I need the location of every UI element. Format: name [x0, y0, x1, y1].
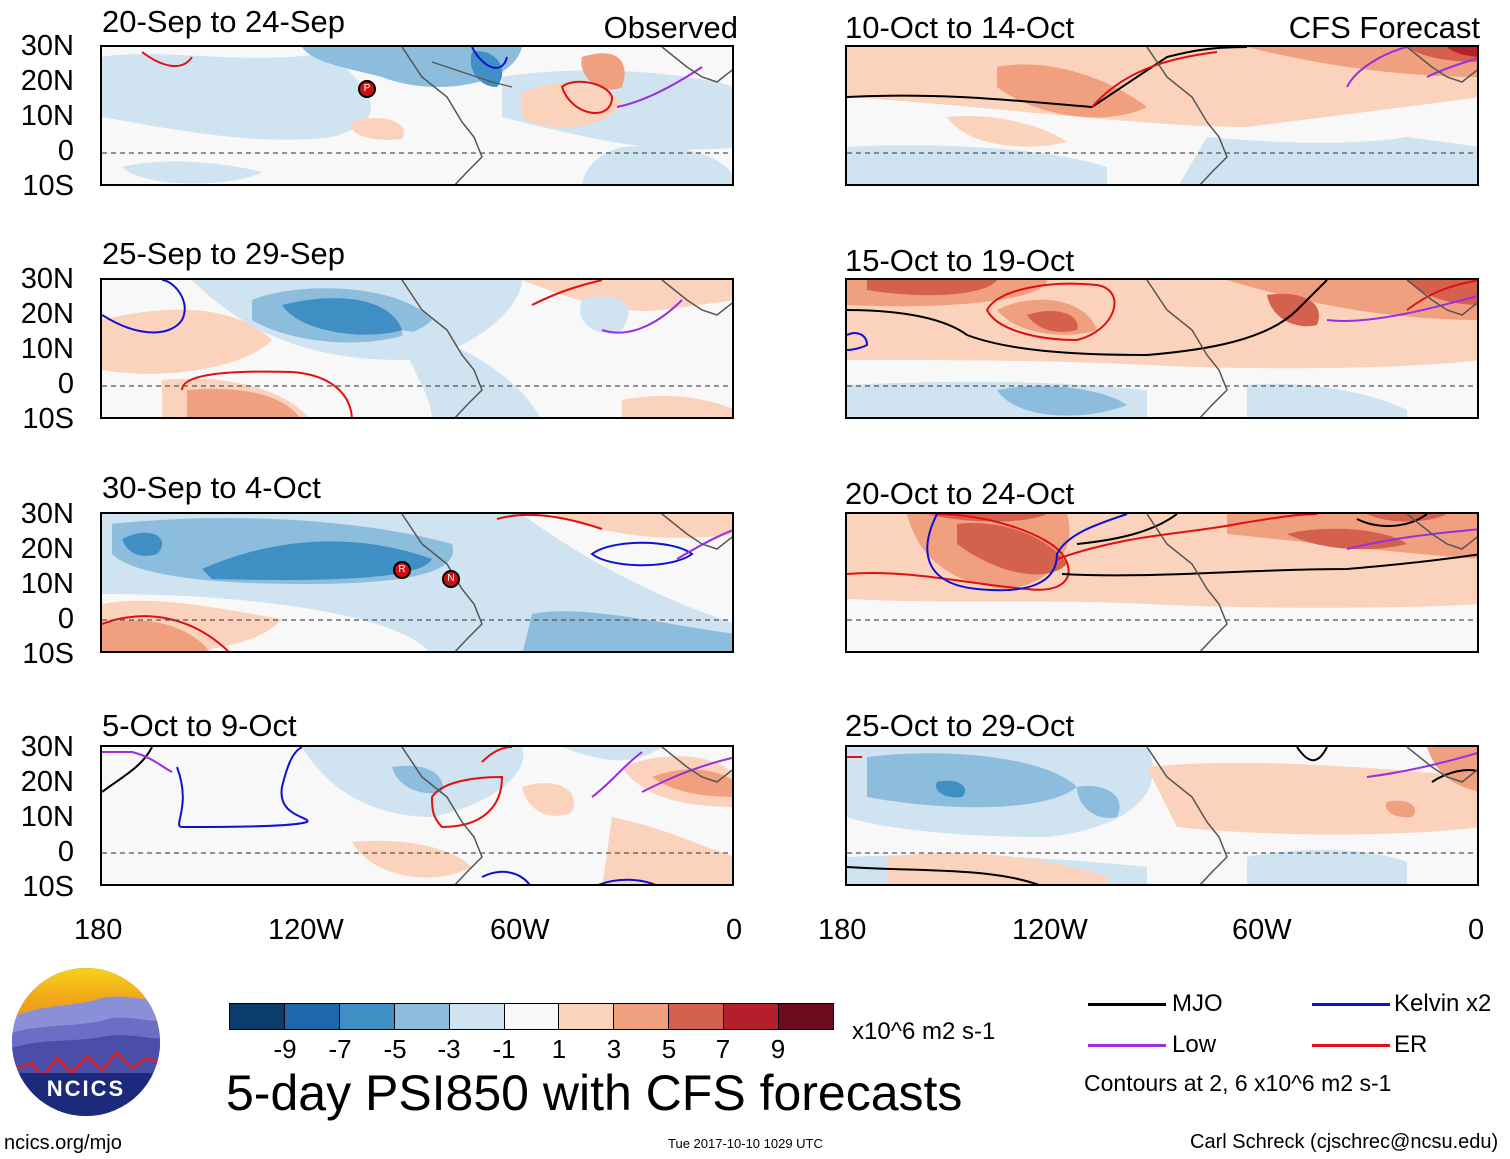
footer-timestamp: Tue 2017-10-10 1029 UTC: [668, 1136, 823, 1151]
colorbar-swatch: [724, 1004, 780, 1029]
colorbar-tick: 9: [770, 1034, 786, 1064]
lat-label: 10N: [20, 100, 74, 132]
lat-label: 10N: [20, 568, 74, 600]
product-title: 5-day PSI850 with CFS forecasts: [226, 1065, 963, 1121]
legend-line-kelvin: [1312, 1003, 1390, 1006]
storm-marker: R: [393, 561, 411, 579]
colorbar-swatch: [394, 1004, 450, 1029]
forecast-label: CFS Forecast: [1288, 10, 1480, 45]
legend-label-kelvin: Kelvin x2: [1394, 990, 1492, 1017]
psi-field: [847, 747, 1477, 884]
lat-label: 30N: [20, 30, 74, 62]
lat-label: 30N: [20, 498, 74, 530]
lat-label: 10S: [22, 170, 74, 202]
lat-label: 10S: [22, 871, 74, 903]
lat-label: 0: [57, 368, 74, 400]
map-panel-1: P: [100, 45, 734, 186]
psi-field: [847, 280, 1477, 417]
panel-title-1: 20-Sep to 24-Sep: [102, 4, 346, 39]
colorbar-swatch: [559, 1004, 615, 1029]
lon-label: 180: [74, 914, 123, 946]
colorbar-units: x10^6 m2 s-1: [852, 1018, 996, 1045]
lat-label: 20N: [20, 766, 74, 798]
lon-label: 0: [726, 914, 743, 946]
colorbar-tick: -5: [383, 1034, 407, 1064]
storm-marker: P: [358, 80, 376, 98]
lon-label: 0: [1468, 914, 1485, 946]
lat-label: 10N: [20, 333, 74, 365]
panel-title-5: 10-Oct to 14-Oct: [845, 10, 1075, 45]
map-panel-7: [845, 512, 1479, 653]
colorbar: [229, 1003, 834, 1030]
footer-credit: Carl Schreck (cjschrec@ncsu.edu): [1190, 1131, 1499, 1153]
contours-note: Contours at 2, 6 x10^6 m2 s-1: [1084, 1070, 1392, 1096]
legend-line-low: [1088, 1044, 1166, 1047]
colorbar-tick: -7: [328, 1034, 352, 1064]
legend-line-mjo: [1088, 1003, 1166, 1006]
psi-field: [102, 747, 732, 884]
panel-title-3: 30-Sep to 4-Oct: [102, 470, 321, 505]
colorbar-swatch: [669, 1004, 725, 1029]
psi-field: [847, 514, 1477, 651]
psi-field: [102, 47, 732, 184]
colorbar-swatch: [284, 1004, 340, 1029]
logo-text: NCICS: [46, 1076, 126, 1101]
colorbar-tick: -9: [273, 1034, 297, 1064]
map-panel-4: [100, 745, 734, 886]
legend-line-er: [1312, 1044, 1390, 1047]
colorbar-tick: -1: [492, 1034, 516, 1064]
lat-label: 0: [57, 836, 74, 868]
psi-field: [102, 280, 732, 417]
lat-label: 20N: [20, 533, 74, 565]
lat-label: 10S: [22, 638, 74, 670]
colorbar-swatch: [230, 1004, 285, 1029]
lat-label: 10N: [20, 801, 74, 833]
colorbar-tick: 3: [606, 1034, 622, 1064]
colorbar-tick: 1: [551, 1034, 567, 1064]
legend-label-mjo: MJO: [1172, 990, 1223, 1017]
colorbar-swatch: [614, 1004, 670, 1029]
colorbar-tick: 5: [661, 1034, 677, 1064]
lat-label: 10S: [22, 403, 74, 435]
colorbar-tick: 7: [715, 1034, 731, 1064]
lon-label: 120W: [1012, 914, 1088, 946]
colorbar-swatch: [339, 1004, 395, 1029]
lon-label: 180: [818, 914, 867, 946]
colorbar-swatch: [504, 1004, 560, 1029]
lon-label: 60W: [1232, 914, 1292, 946]
panel-title-8: 25-Oct to 29-Oct: [845, 708, 1075, 743]
legend-label-low: Low: [1172, 1031, 1217, 1058]
lat-label: 30N: [20, 263, 74, 295]
colorbar-swatch: [449, 1004, 505, 1029]
panel-title-4: 5-Oct to 9-Oct: [102, 708, 297, 743]
map-panel-6: [845, 278, 1479, 419]
lat-label: 20N: [20, 298, 74, 330]
lon-label: 60W: [490, 914, 550, 946]
colorbar-swatch: [779, 1004, 833, 1029]
lat-label: 0: [57, 603, 74, 635]
panel-title-7: 20-Oct to 24-Oct: [845, 476, 1075, 511]
lat-label: 0: [57, 135, 74, 167]
observed-label: Observed: [603, 10, 738, 45]
map-panel-3: R N: [100, 512, 734, 653]
lat-label: 30N: [20, 731, 74, 763]
lat-label: 20N: [20, 65, 74, 97]
legend-label-er: ER: [1394, 1031, 1428, 1058]
footer-url[interactable]: ncics.org/mjo: [4, 1132, 122, 1154]
map-panel-2: [100, 278, 734, 419]
storm-marker: N: [442, 570, 460, 588]
panel-title-2: 25-Sep to 29-Sep: [102, 236, 346, 271]
map-panel-5: [845, 45, 1479, 186]
lon-label: 120W: [268, 914, 344, 946]
psi-field: [102, 514, 732, 651]
colorbar-tick: -3: [437, 1034, 461, 1064]
ncics-logo: NCICS: [12, 968, 160, 1116]
map-panel-8: [845, 745, 1479, 886]
panel-title-6: 15-Oct to 19-Oct: [845, 243, 1075, 278]
psi-field: [847, 47, 1477, 184]
